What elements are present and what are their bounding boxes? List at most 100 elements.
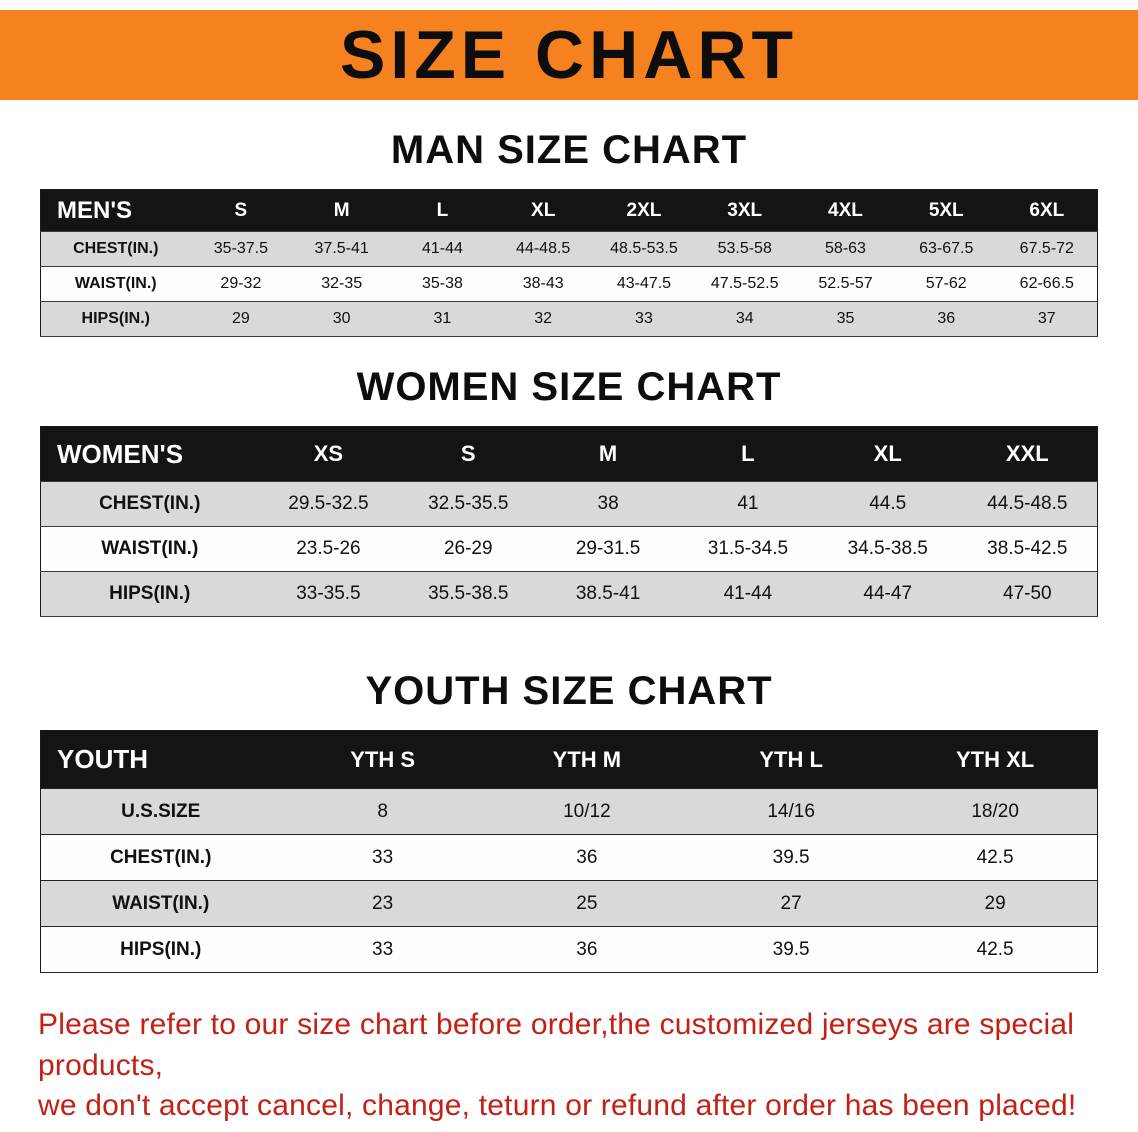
value-cell: 41-44 bbox=[677, 571, 818, 617]
value-cell: 63-67.5 bbox=[895, 231, 997, 267]
banner: SIZE CHART bbox=[0, 10, 1138, 100]
table-row: CHEST(IN.) 33 36 39.5 42.5 bbox=[40, 834, 1098, 881]
value-cell: 14/16 bbox=[689, 788, 894, 835]
value-cell: 29 bbox=[190, 301, 292, 337]
value-cell: 32.5-35.5 bbox=[398, 481, 539, 527]
man-size-table: MEN'S S M L XL 2XL 3XL 4XL 5XL 6XL CHEST(IN.) 35-37… bbox=[40, 189, 1098, 337]
value-cell: 23 bbox=[280, 880, 485, 927]
value-cell: 44-47 bbox=[817, 571, 958, 617]
value-cell: 38.5-42.5 bbox=[957, 526, 1098, 572]
table-title-cell: WOMEN'S bbox=[40, 426, 259, 482]
value-cell: 35-38 bbox=[392, 266, 493, 302]
row-label-cell: HIPS(IN.) bbox=[40, 301, 191, 337]
row-label-cell: WAIST(IN.) bbox=[40, 526, 259, 572]
size-header-cell: 2XL bbox=[593, 189, 695, 232]
size-header-cell: YTH L bbox=[689, 730, 894, 789]
value-cell: 29-31.5 bbox=[538, 526, 678, 572]
row-label-cell: HIPS(IN.) bbox=[40, 571, 259, 617]
value-cell: 32 bbox=[492, 301, 594, 337]
value-cell: 33-35.5 bbox=[258, 571, 399, 617]
women-size-chart-section: WOMEN SIZE CHART WOMEN'S XS S M L XL XXL CHEST(… bbox=[0, 365, 1138, 617]
table-row: U.S.SIZE 8 10/12 14/16 18/20 bbox=[40, 788, 1098, 835]
table-header-row: YOUTH YTH S YTH M YTH L YTH XL bbox=[40, 730, 1098, 789]
value-cell: 41-44 bbox=[392, 231, 493, 267]
value-cell: 39.5 bbox=[689, 926, 894, 973]
value-cell: 42.5 bbox=[893, 926, 1098, 973]
value-cell: 10/12 bbox=[484, 788, 689, 835]
table-row: WAIST(IN.) 29-32 32-35 35-38 38-43 43-47.5 47.… bbox=[40, 266, 1098, 302]
value-cell: 38.5-41 bbox=[538, 571, 678, 617]
value-cell: 47.5-52.5 bbox=[694, 266, 796, 302]
value-cell: 44.5-48.5 bbox=[957, 481, 1098, 527]
value-cell: 29 bbox=[893, 880, 1098, 927]
value-cell: 37 bbox=[996, 301, 1098, 337]
size-header-cell: XL bbox=[817, 426, 958, 482]
value-cell: 33 bbox=[280, 834, 485, 881]
women-size-chart-heading: WOMEN SIZE CHART bbox=[356, 365, 782, 409]
table-row: HIPS(IN.) 33-35.5 35.5-38.5 38.5-41 41-44 44-… bbox=[40, 571, 1098, 617]
size-header-cell: 3XL bbox=[694, 189, 796, 232]
size-header-cell: YTH M bbox=[484, 730, 689, 789]
value-cell: 31 bbox=[392, 301, 493, 337]
value-cell: 29.5-32.5 bbox=[258, 481, 399, 527]
value-cell: 41 bbox=[677, 481, 818, 527]
value-cell: 36 bbox=[484, 834, 689, 881]
value-cell: 18/20 bbox=[893, 788, 1098, 835]
row-label-cell: CHEST(IN.) bbox=[40, 231, 191, 267]
table-row: HIPS(IN.) 33 36 39.5 42.5 bbox=[40, 926, 1098, 973]
size-header-cell: 6XL bbox=[996, 189, 1098, 232]
row-label-cell: CHEST(IN.) bbox=[40, 481, 259, 527]
size-header-cell: XL bbox=[492, 189, 594, 232]
row-label-cell: WAIST(IN.) bbox=[40, 266, 191, 302]
value-cell: 48.5-53.5 bbox=[593, 231, 695, 267]
table-row: CHEST(IN.) 29.5-32.5 32.5-35.5 38 41 44.5 44.5… bbox=[40, 481, 1098, 527]
value-cell: 26-29 bbox=[398, 526, 539, 572]
value-cell: 36 bbox=[895, 301, 997, 337]
value-cell: 29-32 bbox=[190, 266, 292, 302]
value-cell: 33 bbox=[280, 926, 485, 973]
row-label-cell: CHEST(IN.) bbox=[40, 834, 281, 881]
size-header-cell: 4XL bbox=[795, 189, 896, 232]
size-header-cell: M bbox=[538, 426, 678, 482]
page-title: SIZE CHART bbox=[340, 17, 798, 93]
row-label-cell: U.S.SIZE bbox=[40, 788, 281, 835]
value-cell: 52.5-57 bbox=[795, 266, 896, 302]
value-cell: 62-66.5 bbox=[996, 266, 1098, 302]
value-cell: 58-63 bbox=[795, 231, 896, 267]
value-cell: 42.5 bbox=[893, 834, 1098, 881]
value-cell: 23.5-26 bbox=[258, 526, 399, 572]
value-cell: 37.5-41 bbox=[291, 231, 393, 267]
youth-size-chart-heading: YOUTH SIZE CHART bbox=[365, 669, 773, 713]
table-title-cell: YOUTH bbox=[40, 730, 281, 789]
value-cell: 38-43 bbox=[492, 266, 594, 302]
size-header-cell: XS bbox=[258, 426, 399, 482]
row-label-cell: WAIST(IN.) bbox=[40, 880, 281, 927]
row-label-cell: HIPS(IN.) bbox=[40, 926, 281, 973]
value-cell: 38 bbox=[538, 481, 678, 527]
size-header-cell: 5XL bbox=[895, 189, 997, 232]
value-cell: 33 bbox=[593, 301, 695, 337]
value-cell: 34.5-38.5 bbox=[817, 526, 958, 572]
size-header-cell: S bbox=[190, 189, 292, 232]
value-cell: 39.5 bbox=[689, 834, 894, 881]
value-cell: 36 bbox=[484, 926, 689, 973]
man-size-chart-heading: MAN SIZE CHART bbox=[390, 128, 748, 172]
value-cell: 57-62 bbox=[895, 266, 997, 302]
value-cell: 67.5-72 bbox=[996, 231, 1098, 267]
value-cell: 43-47.5 bbox=[593, 266, 695, 302]
table-header-row: WOMEN'S XS S M L XL XXL bbox=[40, 426, 1098, 482]
value-cell: 31.5-34.5 bbox=[677, 526, 818, 572]
table-title-cell: MEN'S bbox=[40, 189, 191, 232]
value-cell: 44-48.5 bbox=[492, 231, 594, 267]
value-cell: 25 bbox=[484, 880, 689, 927]
size-header-cell: L bbox=[392, 189, 493, 232]
size-header-cell: L bbox=[677, 426, 818, 482]
value-cell: 53.5-58 bbox=[694, 231, 796, 267]
size-header-cell: YTH S bbox=[280, 730, 485, 789]
size-header-cell: YTH XL bbox=[893, 730, 1098, 789]
size-header-cell: M bbox=[291, 189, 393, 232]
order-notice: Please refer to our size chart before or… bbox=[38, 1005, 1100, 1127]
man-size-chart-section: MAN SIZE CHART MEN'S S M L XL 2XL 3XL 4XL 5XL 6XL… bbox=[0, 128, 1138, 337]
value-cell: 47-50 bbox=[957, 571, 1098, 617]
